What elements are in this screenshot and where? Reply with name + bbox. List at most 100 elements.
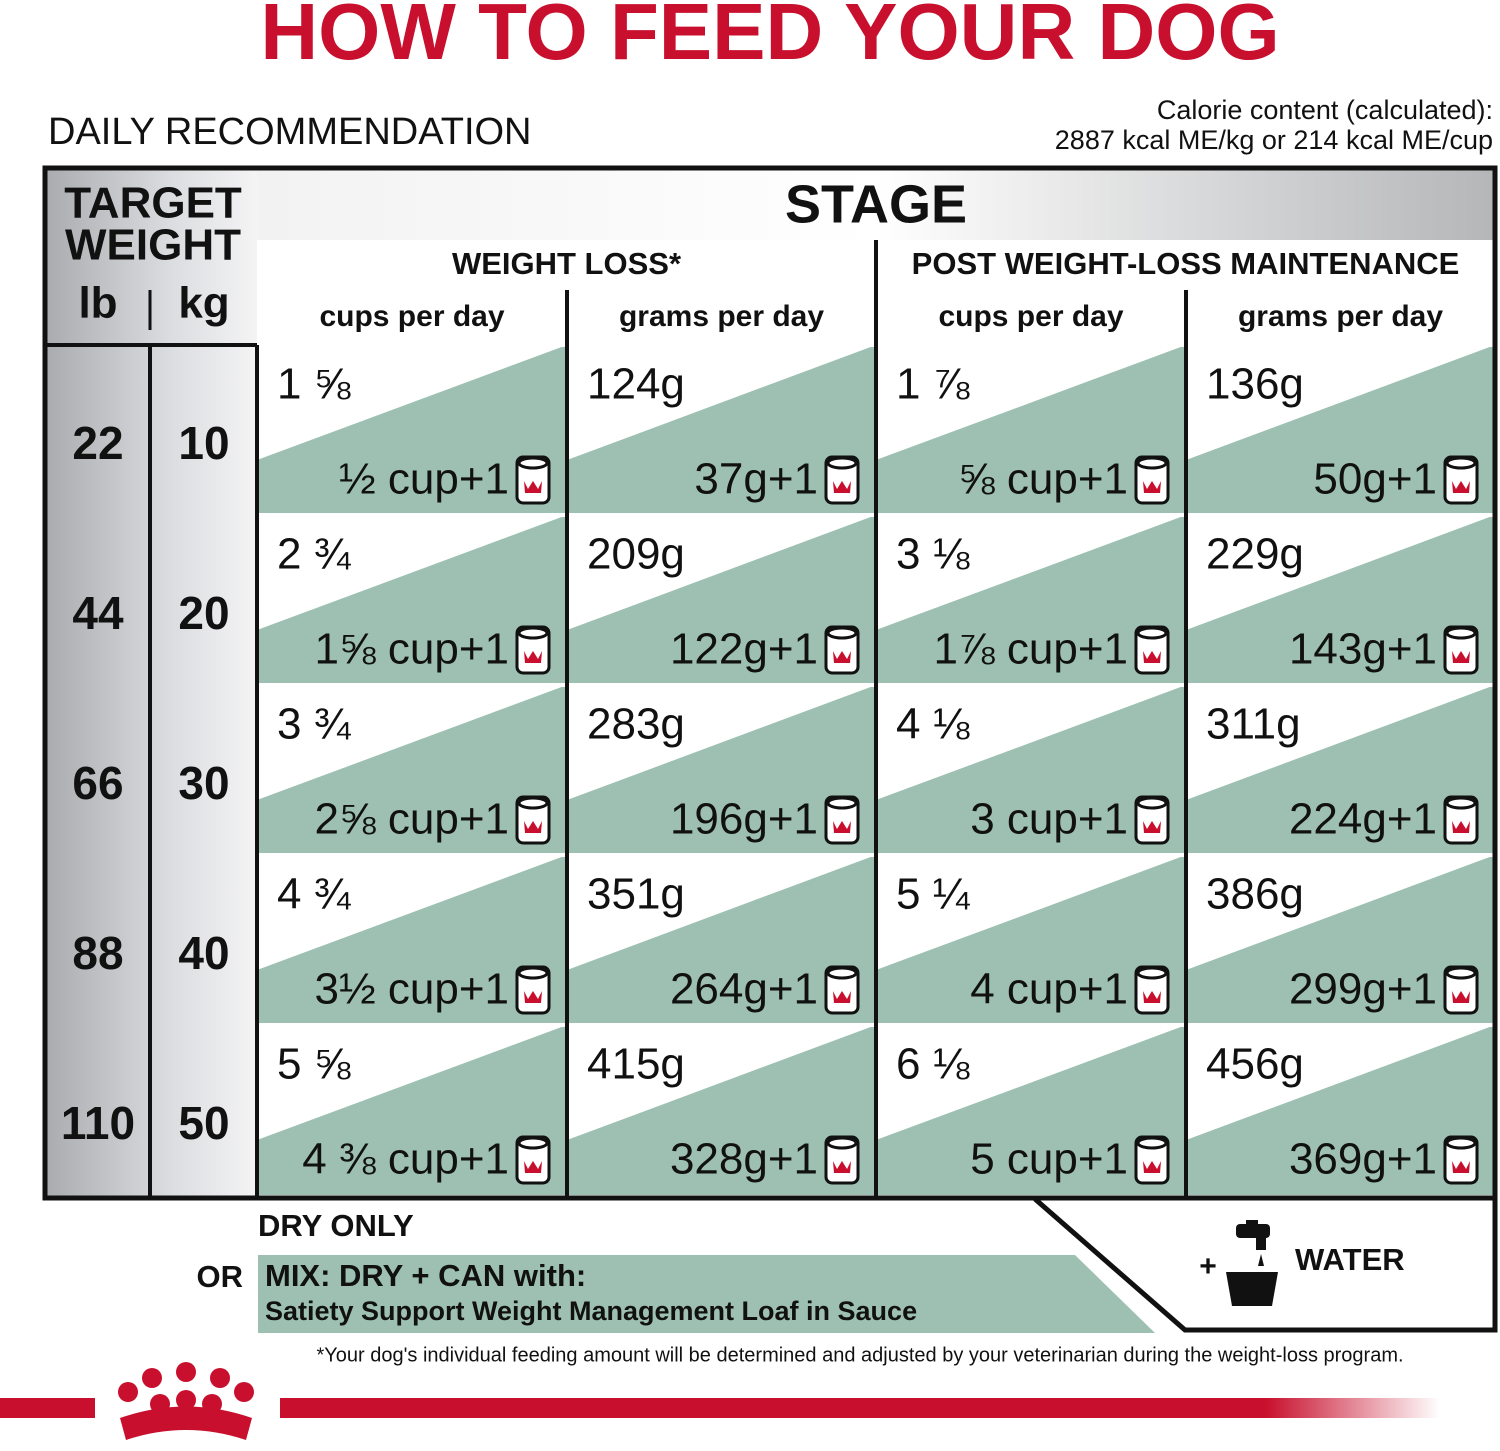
can-crown <box>833 481 851 493</box>
calorie-line: Calorie content (calculated): <box>1157 95 1493 125</box>
dry-amount: 136g <box>1206 360 1304 409</box>
can-lid <box>517 1136 549 1150</box>
can-lid <box>1445 1136 1477 1150</box>
mix-amount: 4 cup+1 <box>970 965 1128 1014</box>
mix-amount: ⅝ cup+1 <box>958 455 1128 504</box>
kg-value: 30 <box>178 757 229 809</box>
mix-amount: ½ cup+1 <box>339 455 509 504</box>
mix-amount: 1⅞ cup+1 <box>934 625 1129 674</box>
can-lid <box>826 626 858 640</box>
dry-amount: 6 ⅛ <box>896 1040 970 1089</box>
dry-amount: 2 ¾ <box>277 530 352 579</box>
can-icon <box>1134 795 1170 845</box>
dry-amount: 456g <box>1206 1040 1304 1089</box>
or: OR <box>197 1259 244 1294</box>
can-icon <box>1134 455 1170 505</box>
crown-dot <box>176 1362 196 1382</box>
can-icon <box>824 455 860 505</box>
can-crown <box>833 651 851 663</box>
water-icon <box>1226 1220 1278 1306</box>
cell-mix-bg <box>1186 685 1495 855</box>
dry-amount: 209g <box>587 530 685 579</box>
dry-amount: 351g <box>587 870 685 919</box>
mix-amount: 2⅝ cup+1 <box>315 795 510 844</box>
can-icon <box>824 625 860 675</box>
plus: + <box>1199 1250 1217 1283</box>
can-lid <box>1136 456 1168 470</box>
can-crown <box>1143 821 1161 833</box>
can-crown <box>1452 991 1470 1003</box>
header-text: lb <box>78 279 117 328</box>
can-icon <box>515 795 551 845</box>
can-lid <box>517 796 549 810</box>
can-crown <box>524 1161 542 1173</box>
can-crown <box>1143 651 1161 663</box>
group-title: POST WEIGHT-LOSS MAINTENANCE <box>912 246 1460 281</box>
mix-amount: 50g+1 <box>1313 455 1437 504</box>
dry-amount: 283g <box>587 700 685 749</box>
cell-mix-bg <box>567 345 876 515</box>
can-crown <box>833 1161 851 1173</box>
can-lid <box>1136 1136 1168 1150</box>
dry-amount: 5 ¼ <box>896 870 971 919</box>
can-icon <box>1443 1135 1479 1185</box>
dry-amount: 311g <box>1206 700 1301 749</box>
can-crown <box>1452 481 1470 493</box>
mix-product: Satiety Support Weight Management Loaf i… <box>265 1296 917 1326</box>
can-lid <box>517 456 549 470</box>
lb-value: 88 <box>72 927 123 979</box>
can-icon <box>824 1135 860 1185</box>
mix-title: MIX: DRY + CAN with: <box>265 1258 586 1293</box>
mix-amount: 369g+1 <box>1289 1135 1437 1184</box>
can-crown <box>1452 821 1470 833</box>
cell-mix-bg <box>257 345 567 515</box>
cell-mix-bg <box>567 685 876 855</box>
cell-mix-bg <box>876 345 1186 515</box>
dry-amount: 4 ⅛ <box>896 700 970 749</box>
brand-bar <box>280 1398 1440 1418</box>
can-lid <box>1136 626 1168 640</box>
can-icon <box>1443 795 1479 845</box>
can-crown <box>1143 481 1161 493</box>
cell-mix-bg <box>257 855 567 1025</box>
can-crown <box>524 651 542 663</box>
can-icon <box>1443 625 1479 675</box>
mix-amount: 122g+1 <box>670 625 818 674</box>
cell-mix-bg <box>1186 515 1495 685</box>
tap <box>1236 1224 1270 1238</box>
mix-amount: 37g+1 <box>694 455 818 504</box>
column-title: grams per day <box>1238 300 1443 333</box>
can-icon <box>515 1135 551 1185</box>
mix-amount: 224g+1 <box>1289 795 1437 844</box>
can-icon <box>1443 965 1479 1015</box>
brand-bar <box>0 1398 95 1418</box>
can-lid <box>826 1136 858 1150</box>
bowl <box>1226 1272 1278 1306</box>
cell-mix-bg <box>876 855 1186 1025</box>
kg-value: 50 <box>178 1097 229 1149</box>
can-lid <box>1136 796 1168 810</box>
can-lid <box>517 966 549 980</box>
can-crown <box>524 821 542 833</box>
can-crown <box>833 991 851 1003</box>
cell-mix-bg <box>257 1025 567 1195</box>
can-lid <box>1445 456 1477 470</box>
can-lid <box>1136 966 1168 980</box>
header-text: WEIGHT <box>65 221 241 270</box>
can-icon <box>824 965 860 1015</box>
mix-amount: 196g+1 <box>670 795 818 844</box>
can-lid <box>1445 966 1477 980</box>
mix-amount: 299g+1 <box>1289 965 1437 1014</box>
cell-mix-bg <box>567 855 876 1025</box>
can-crown <box>524 481 542 493</box>
kg-value: 20 <box>178 587 229 639</box>
stage-title: STAGE <box>785 174 967 234</box>
calorie-line: 2887 kcal ME/kg or 214 kcal ME/cup <box>1055 125 1493 155</box>
footnote: *Your dog's individual feeding amount wi… <box>316 1344 1403 1366</box>
water-box <box>1033 1197 1498 1333</box>
dry-amount: 3 ⅛ <box>896 530 970 579</box>
dry-amount: 3 ¾ <box>277 700 352 749</box>
crown-dot <box>210 1368 230 1388</box>
can-icon <box>1134 965 1170 1015</box>
